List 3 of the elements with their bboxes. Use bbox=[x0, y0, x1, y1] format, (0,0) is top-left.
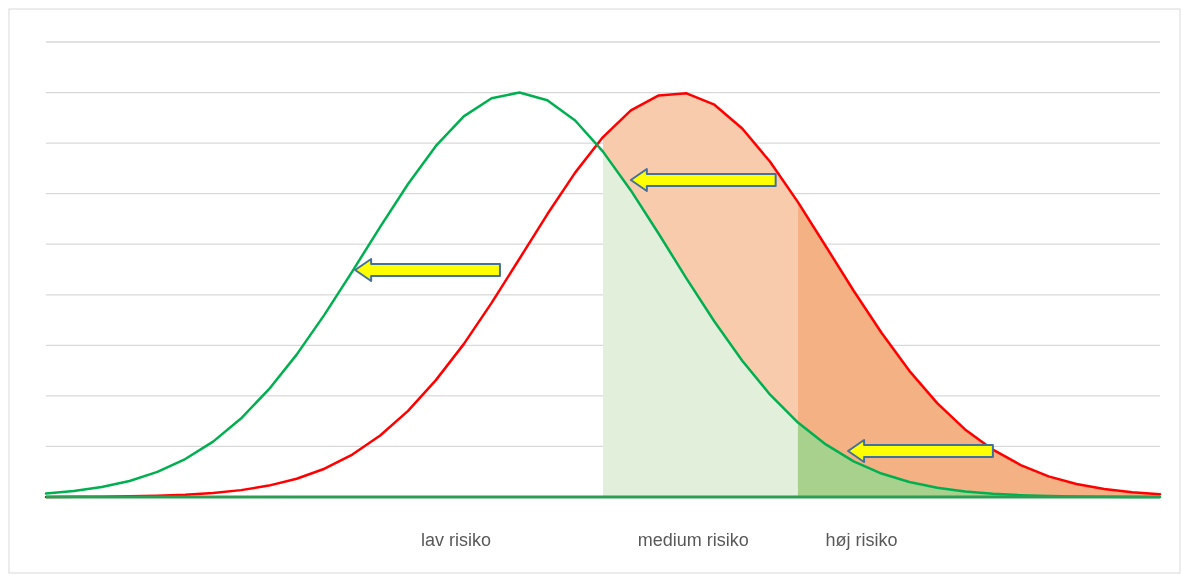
text: lav risiko bbox=[420, 530, 491, 550]
text: medium risiko bbox=[637, 530, 749, 550]
text: høj risiko bbox=[825, 530, 898, 550]
